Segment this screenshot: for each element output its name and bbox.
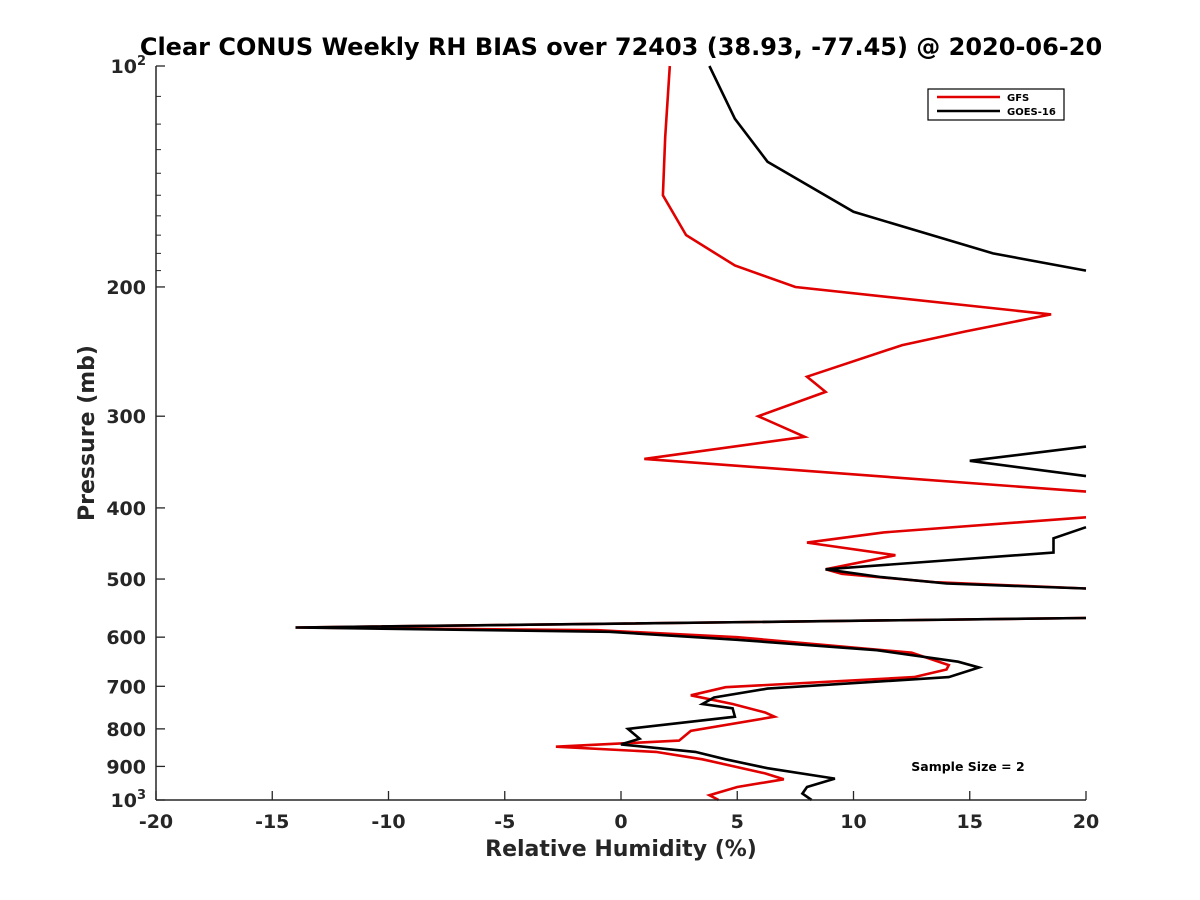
y-tick-label: 103 xyxy=(111,788,147,812)
y-tick-label: 102 xyxy=(111,54,147,78)
x-tick-label: -10 xyxy=(371,811,405,833)
legend-label-gfs: GFS xyxy=(1007,93,1029,104)
y-tick-label: 700 xyxy=(106,676,146,698)
x-tick-label: -5 xyxy=(494,811,515,833)
y-tick-label: 900 xyxy=(106,756,146,778)
series-line-goes-16-part-0 xyxy=(708,65,1087,272)
x-tick-label: 0 xyxy=(614,811,627,833)
x-tick-label: 15 xyxy=(957,811,983,833)
x-tick-label: 10 xyxy=(840,811,866,833)
y-axis-label: Pressure (mb) xyxy=(75,345,100,521)
legend: GFS GOES-16 xyxy=(927,88,1065,121)
y-tick-label: 800 xyxy=(106,719,146,741)
y-tick-label: 500 xyxy=(106,569,146,591)
y-tick-label: 300 xyxy=(106,406,146,428)
x-tick-label: 20 xyxy=(1073,811,1099,833)
plot-area: -20 -15 -10 -5 0 5 10 15 20 102 200 300 400 500 600 700… xyxy=(106,54,1099,833)
axes-layer: -20 -15 -10 -5 0 5 10 15 20 102 200 300 400 500 600 700… xyxy=(106,54,1099,833)
y-tick-label: 200 xyxy=(106,277,146,299)
y-tick-label: 600 xyxy=(106,627,146,649)
legend-label-goes16: GOES-16 xyxy=(1007,107,1056,118)
series-line-goes-16-part-1 xyxy=(969,445,1087,478)
sample-size-annotation: Sample Size = 2 xyxy=(911,759,1024,774)
series-line-goes-16-part-3 xyxy=(295,616,1087,802)
x-tick-label: -15 xyxy=(255,811,289,833)
y-tick-label: 400 xyxy=(106,498,146,520)
series-line-goes-16-part-2 xyxy=(825,525,1087,590)
chart-title: Clear CONUS Weekly RH BIAS over 72403 (3… xyxy=(140,33,1102,61)
series-line-gfs-part-0 xyxy=(644,65,1087,493)
legend-box xyxy=(927,88,1065,121)
x-tick-label: -20 xyxy=(139,811,173,833)
x-axis-label: Relative Humidity (%) xyxy=(485,837,757,862)
x-tick-label: 5 xyxy=(731,811,744,833)
series-layer xyxy=(295,65,1087,802)
